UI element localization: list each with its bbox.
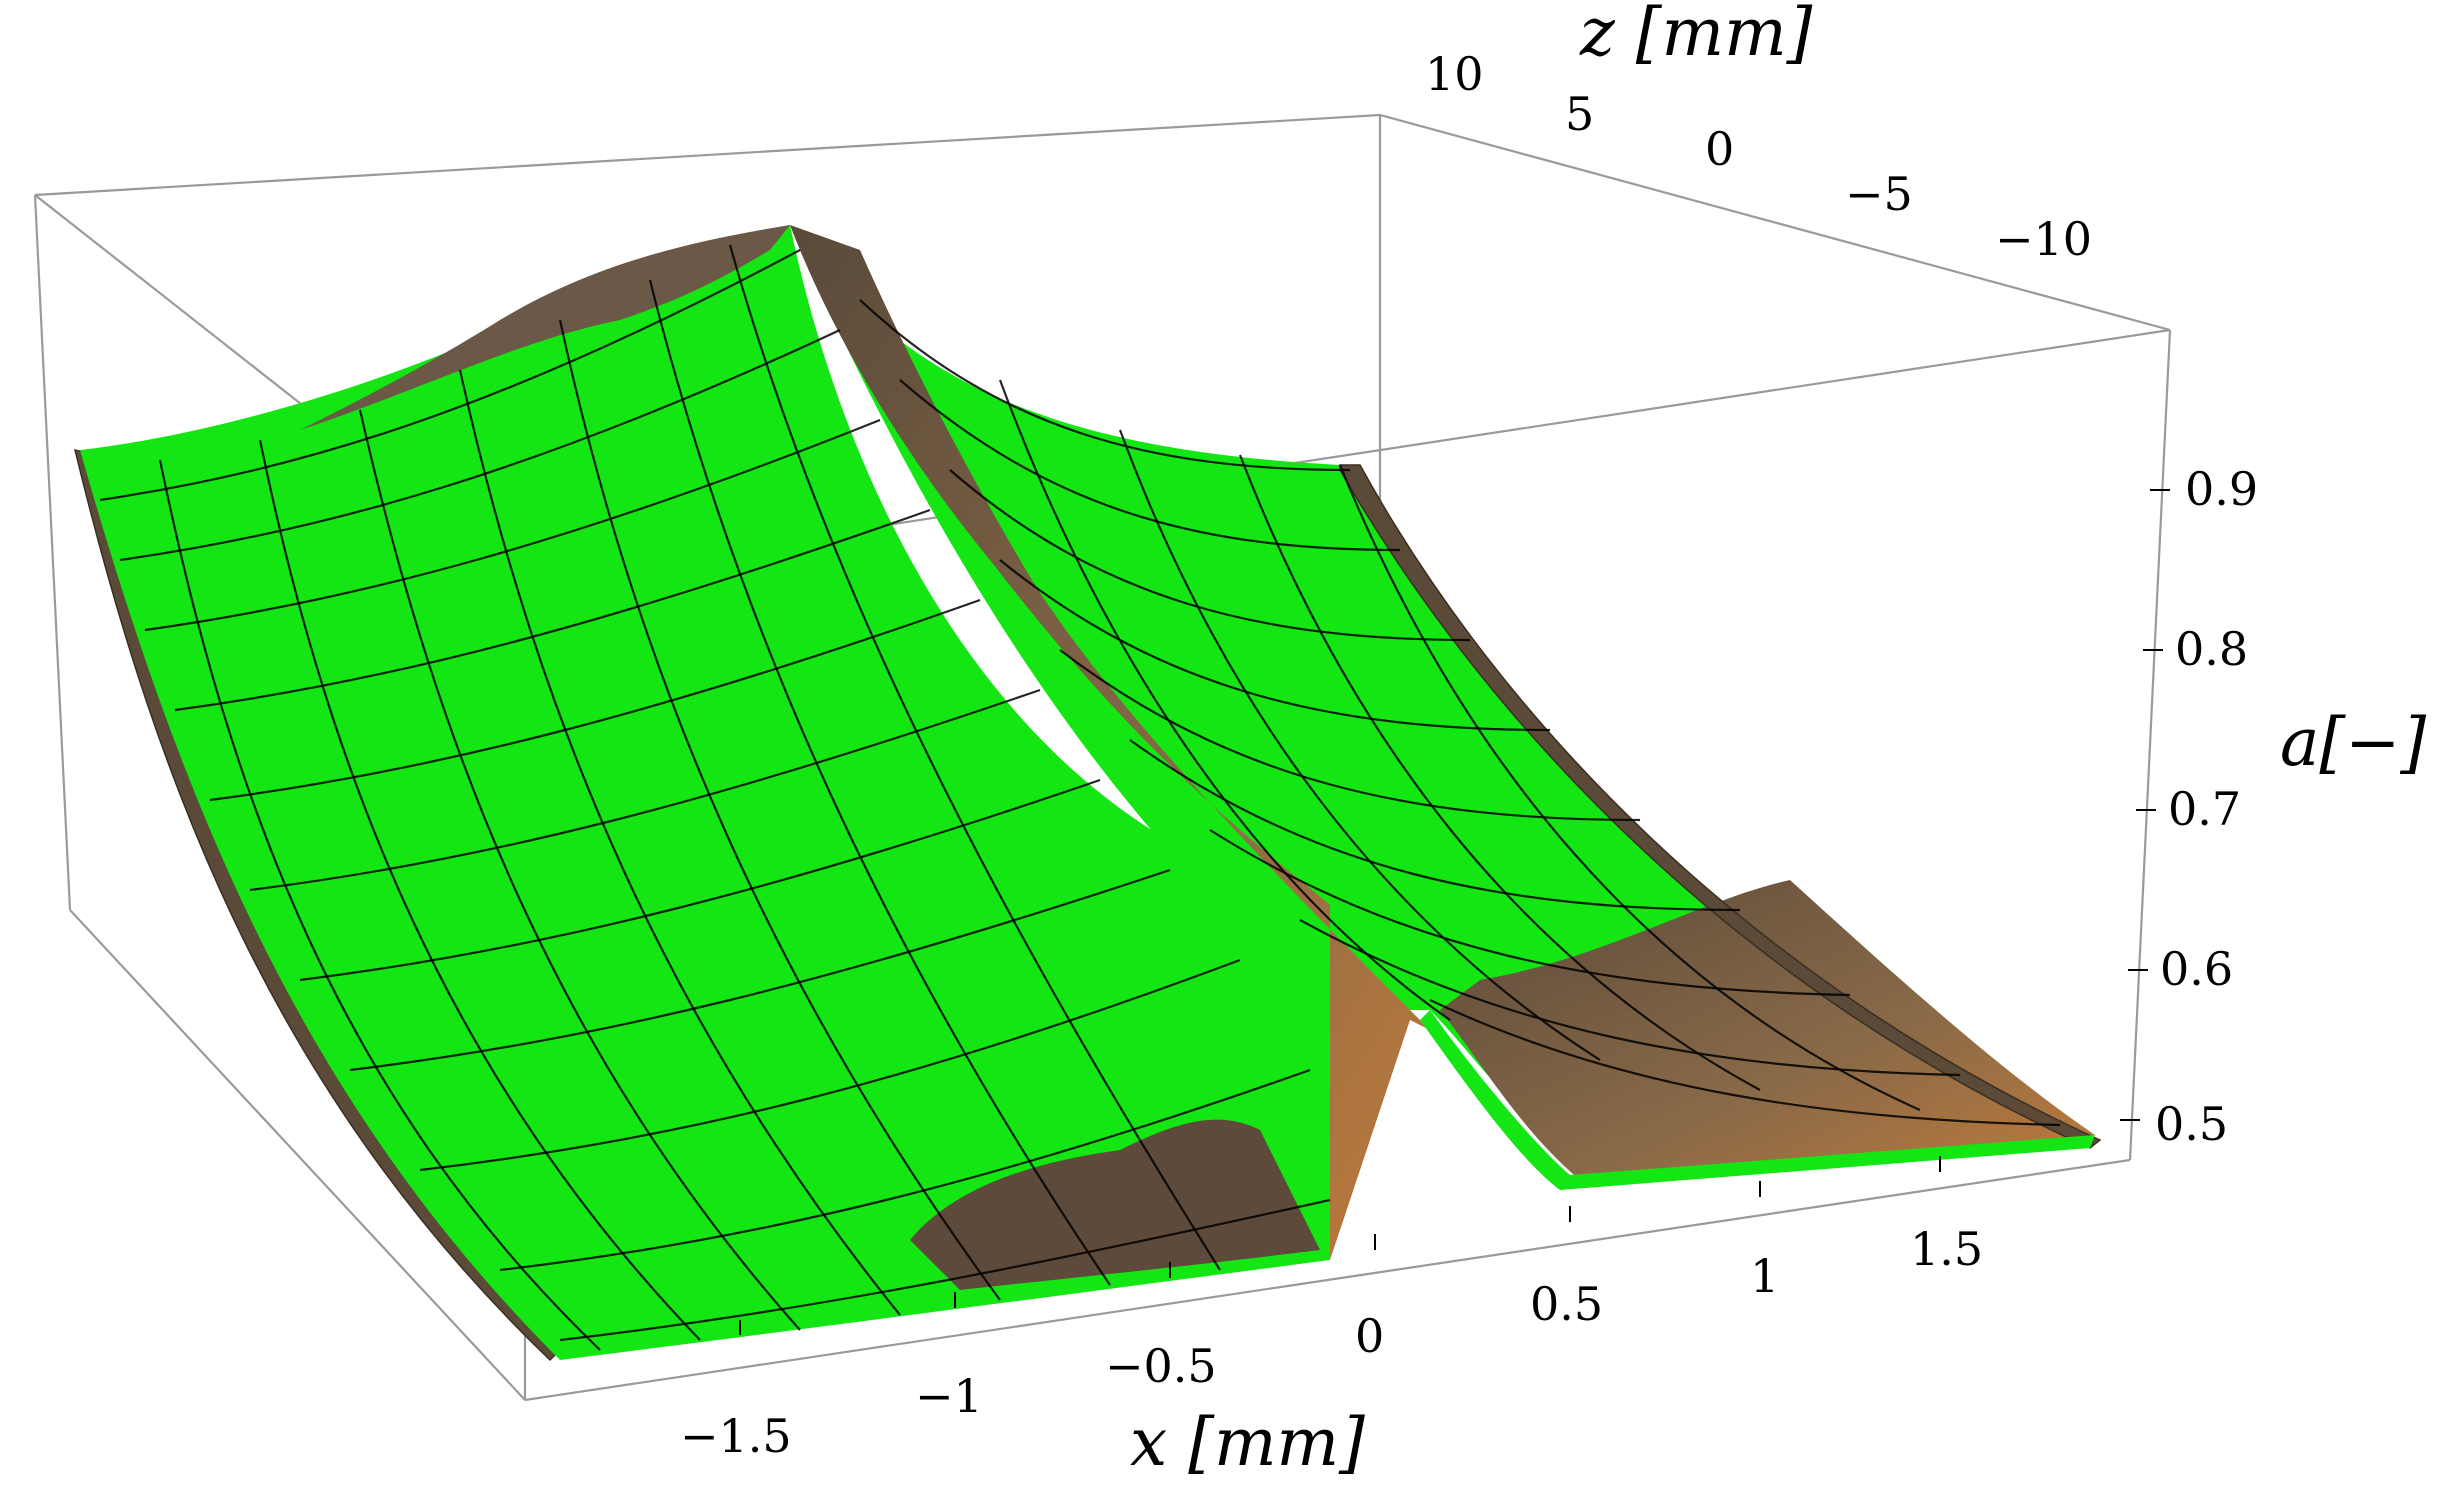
z-axis-label: z [mm] [1579, 0, 1813, 71]
a-tick-label: 0.5 [2155, 1097, 2228, 1151]
z-tick-label: −5 [1845, 167, 1913, 221]
tick-marks [739, 489, 2170, 1335]
z-tick-label: 0 [1705, 122, 1734, 176]
a-tick-label: 0.9 [2185, 462, 2258, 516]
z-tick-label: 10 [1425, 47, 1484, 101]
x-tick-label: −1 [915, 1369, 983, 1423]
a-tick-labels: 0.5 0.6 0.7 0.8 0.9 [2155, 462, 2258, 1151]
a-axis-label: a[−] [2280, 704, 2426, 781]
z-tick-labels: 10 5 0 −5 −10 [1425, 47, 2092, 266]
x-tick-label: 0 [1355, 1309, 1384, 1363]
mesh-lines [99, 244, 2061, 1351]
surface-brown-patch-valley [1440, 880, 2095, 1180]
surface-brown-patch-front [910, 1119, 1320, 1290]
surface-brown-patch-ridge [790, 225, 1430, 1260]
surface-right-lobe [790, 225, 2095, 1185]
z-tick-label: −10 [1995, 212, 2092, 266]
x-tick-label: 1 [1750, 1249, 1779, 1303]
z-tick-label: 5 [1565, 87, 1594, 141]
x-axis-label: x [mm] [1130, 1404, 1365, 1481]
surface-left-lobe [80, 225, 1330, 1360]
x-tick-label: −1.5 [680, 1409, 792, 1463]
surface-brown-patch-back [300, 225, 790, 430]
surface-edge-right [1339, 464, 2102, 1149]
x-tick-label: 0.5 [1530, 1277, 1603, 1331]
a-tick-label: 0.8 [2175, 622, 2248, 676]
surface-mesh [73, 225, 2102, 1362]
x-tick-label: −0.5 [1105, 1339, 1217, 1393]
x-tick-label: 1.5 [1910, 1222, 1983, 1276]
a-tick-label: 0.7 [2168, 782, 2241, 836]
x-tick-labels: −1.5 −1 −0.5 0 0.5 1 1.5 [680, 1222, 1983, 1463]
a-tick-label: 0.6 [2160, 942, 2233, 996]
